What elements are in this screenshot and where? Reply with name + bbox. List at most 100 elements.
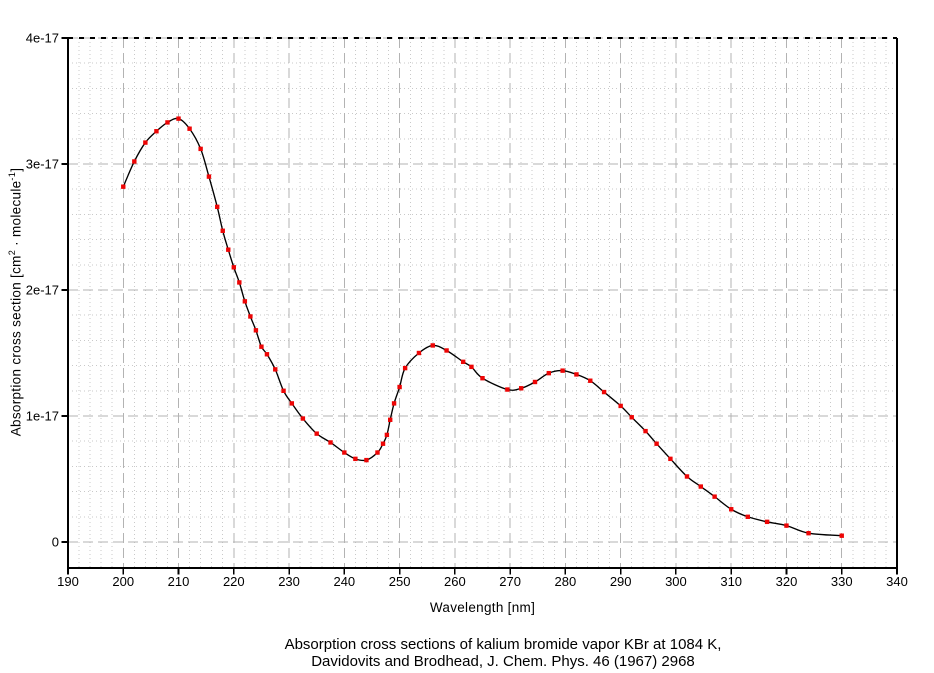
- caption-line-1: Absorption cross sections of kalium brom…: [284, 636, 722, 653]
- data-point-marker: [154, 129, 159, 134]
- data-point-marker: [353, 456, 358, 462]
- data-point-marker: [546, 370, 552, 376]
- x-tick-label-200: 200: [112, 574, 134, 589]
- data-point-marker: [430, 343, 435, 348]
- data-point-marker: [289, 401, 295, 406]
- data-point-marker: [745, 514, 750, 519]
- data-point-marker: [165, 120, 170, 125]
- x-tick-label-250: 250: [389, 574, 411, 589]
- absorption-chart-canvas: 190 200 210 220 230 240 250 260 270 280 290 300 310 3…: [26, 31, 908, 590]
- data-point-marker: [518, 386, 524, 391]
- data-point-marker: [601, 389, 607, 395]
- data-point-marker: [668, 456, 673, 462]
- data-point-marker: [416, 350, 422, 356]
- data-point-marker: [132, 159, 137, 164]
- data-point-marker: [384, 432, 390, 438]
- data-point-marker: [206, 174, 212, 179]
- data-point-marker: [237, 280, 242, 285]
- data-point-marker: [231, 265, 236, 270]
- x-tick-label-290: 290: [610, 574, 632, 589]
- data-point-marker: [643, 428, 648, 434]
- data-point-marker: [248, 314, 253, 319]
- chart-caption: Absorption cross sections of kalium brom…: [0, 636, 934, 670]
- data-point-marker: [388, 417, 393, 422]
- y-tick-label-2e-17: 2e-17: [26, 283, 59, 298]
- data-point-marker: [560, 368, 565, 373]
- x-tick-label-310: 310: [720, 574, 742, 589]
- data-point-marker: [328, 440, 333, 445]
- data-point-marker: [281, 388, 286, 393]
- data-point-marker: [469, 364, 474, 370]
- data-point-marker: [198, 146, 203, 152]
- data-point-marker: [273, 367, 278, 372]
- data-point-marker: [226, 247, 231, 252]
- x-tick-label-320: 320: [776, 574, 798, 589]
- major-gridlines: [68, 37, 897, 568]
- data-point-marker: [375, 450, 380, 455]
- data-point-marker: [259, 344, 264, 349]
- x-tick-label-240: 240: [333, 574, 355, 589]
- y-axis-title: Absorption cross section [cm2 · molecule…: [7, 102, 27, 502]
- y-axis-title-sup2: 2: [7, 249, 17, 256]
- data-point-marker: [532, 379, 538, 385]
- x-tick-label-210: 210: [168, 574, 190, 589]
- y-tick-label-3e-17: 3e-17: [26, 157, 59, 172]
- data-point-marker: [314, 431, 319, 436]
- y-axis-title-mid: · molecule: [8, 180, 24, 250]
- x-tick-label-270: 270: [499, 574, 521, 589]
- data-markers: [121, 116, 844, 538]
- x-tick-label-230: 230: [278, 574, 300, 589]
- y-tick-label-4e-17: 4e-17: [26, 31, 59, 46]
- data-curve: [122, 117, 842, 537]
- minor-gridlines: [68, 38, 897, 568]
- x-tick-label-260: 260: [444, 574, 466, 589]
- x-tick-label-280: 280: [555, 574, 577, 589]
- data-point-marker: [444, 348, 449, 353]
- data-point-marker: [629, 415, 634, 420]
- data-point-marker: [654, 441, 659, 446]
- data-point-marker: [342, 450, 347, 455]
- x-tick-label-330: 330: [831, 574, 853, 589]
- x-tick-label-190: 190: [57, 574, 79, 589]
- data-point-marker: [618, 403, 623, 409]
- data-point-marker: [839, 533, 844, 538]
- tick-marks: [61, 37, 898, 575]
- data-point-marker: [460, 359, 466, 365]
- data-point-marker: [806, 530, 811, 536]
- data-point-marker: [684, 474, 690, 479]
- y-tick-label-0: 0: [52, 535, 59, 550]
- data-point-marker: [397, 384, 402, 390]
- caption-line-2: Davidovits and Brodhead, J. Chem. Phys. …: [311, 653, 695, 670]
- data-point-marker: [242, 299, 248, 304]
- data-point-marker: [264, 352, 270, 357]
- data-point-marker: [143, 140, 148, 145]
- data-point-marker: [187, 126, 192, 131]
- data-point-marker: [176, 116, 181, 121]
- data-point-marker: [380, 441, 386, 446]
- data-point-marker: [121, 184, 126, 189]
- x-tick-label-300: 300: [665, 574, 687, 589]
- data-point-marker: [480, 376, 485, 381]
- data-point-marker: [588, 378, 593, 383]
- data-point-marker: [220, 228, 225, 233]
- axes: [67, 37, 898, 569]
- data-point-marker: [391, 401, 397, 406]
- y-axis-title-sup-1: -1: [7, 171, 17, 181]
- data-point-marker: [505, 387, 510, 392]
- x-axis-title: Wavelength [nm]: [429, 600, 536, 615]
- data-point-marker: [364, 457, 369, 463]
- data-point-marker: [784, 523, 789, 528]
- x-tick-label-220: 220: [223, 574, 245, 589]
- y-axis-title-end: ]: [8, 167, 24, 172]
- x-tick-label-340: 340: [886, 574, 908, 589]
- data-point-marker: [764, 519, 770, 525]
- y-tick-label-1e-17: 1e-17: [26, 409, 59, 424]
- data-point-marker: [253, 328, 259, 333]
- y-axis-title-text: Absorption cross section [cm: [8, 255, 24, 437]
- tick-labels: 190 200 210 220 230 240 250 260 270 280 290 300 310 3…: [26, 31, 908, 590]
- data-point-marker: [729, 507, 734, 512]
- data-point-marker: [215, 204, 220, 210]
- data-point-marker: [574, 372, 579, 377]
- data-point-marker: [698, 484, 703, 489]
